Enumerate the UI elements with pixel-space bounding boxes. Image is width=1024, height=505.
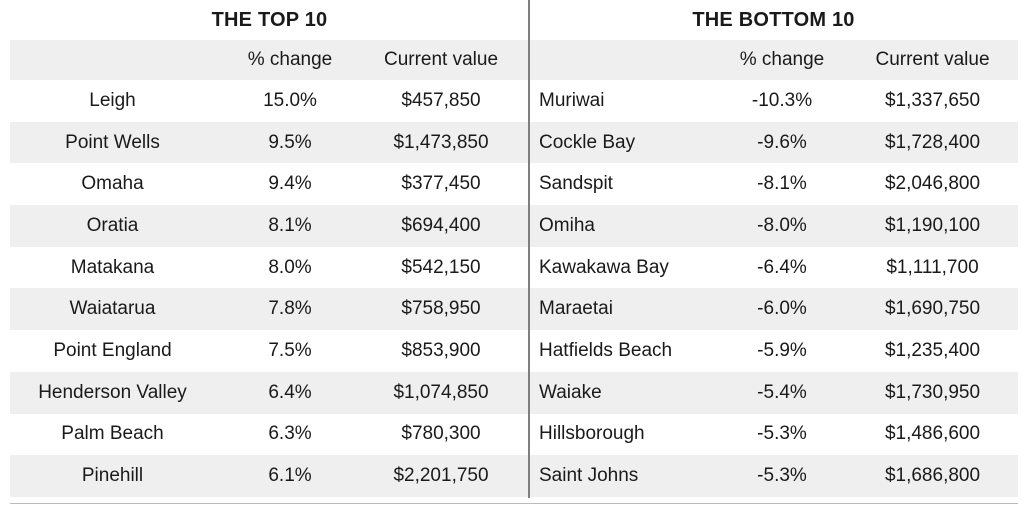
bottom-10-rows: Muriwai -10.3% $1,337,650 Cockle Bay -9.6% $1… — [529, 80, 1018, 497]
current-value-cell: $1,235,400 — [884, 339, 981, 361]
table-row: Maraetai -6.0% $1,690,750 — [529, 288, 1018, 331]
table-row: Muriwai -10.3% $1,337,650 — [529, 80, 1018, 122]
current-value-cell: $780,300 — [401, 423, 481, 445]
current-value-cell: $1,074,850 — [393, 381, 489, 403]
bottom-10-header-row: % change Current value — [529, 40, 1018, 80]
suburb-name-cell: Hatfields Beach — [539, 339, 673, 361]
current-value-cell: $1,486,600 — [884, 423, 981, 445]
column-header-current-value: Current value — [383, 49, 499, 70]
suburb-name-cell: Oratia — [86, 214, 139, 236]
table-row: Saint Johns -5.3% $1,686,800 — [529, 455, 1018, 497]
suburb-name-cell: Henderson Valley — [38, 381, 187, 403]
suburb-name-cell: Palm Beach — [61, 423, 164, 445]
percent-change-cell: -6.4% — [757, 256, 807, 278]
current-value-cell: $1,111,700 — [886, 256, 979, 278]
suburb-name-cell: Omiha — [539, 214, 595, 236]
percent-change-cell: -6.0% — [757, 298, 807, 320]
suburb-name-cell: Muriwai — [539, 89, 605, 111]
percent-change-cell: 8.1% — [268, 214, 312, 236]
table-row: Sandspit -8.1% $2,046,800 — [529, 163, 1018, 205]
percent-change-cell: -5.3% — [757, 465, 807, 487]
current-value-cell: $457,850 — [401, 89, 481, 111]
suburb-name-cell: Pinehill — [81, 465, 144, 487]
table-row: Waiatarua 7.8% $758,950 — [10, 288, 529, 331]
percent-change-cell: 6.1% — [268, 465, 312, 487]
suburb-name-cell: Maraetai — [539, 298, 613, 320]
bottom-10-title: THE BOTTOM 10 — [692, 8, 855, 31]
percent-change-cell: 15.0% — [263, 89, 317, 111]
percent-change-cell: 7.8% — [268, 298, 312, 320]
percent-change-cell: 9.4% — [268, 173, 312, 195]
percent-change-cell: 8.0% — [268, 256, 312, 278]
table-row: Omiha -8.0% $1,190,100 — [529, 205, 1018, 247]
table-row: Matakana 8.0% $542,150 — [10, 247, 529, 289]
table-row: Kawakawa Bay -6.4% $1,111,700 — [529, 247, 1018, 289]
bottom-10-table: THE BOTTOM 10 % change Current value Mur… — [529, 0, 1018, 497]
table-row: Palm Beach 6.3% $780,300 — [10, 414, 529, 456]
table-row: Waiake -5.4% $1,730,950 — [529, 371, 1018, 414]
column-header-percent-change: % change — [739, 49, 825, 70]
suburb-name-cell: Waiake — [539, 381, 602, 403]
current-value-cell: $1,190,100 — [884, 214, 981, 236]
table-row: Omaha 9.4% $377,450 — [10, 163, 529, 205]
percent-change-cell: -10.3% — [751, 89, 813, 111]
suburb-name-cell: Matakana — [70, 256, 155, 278]
suburb-name-cell: Hillsborough — [539, 423, 645, 445]
table-row: Cockle Bay -9.6% $1,728,400 — [529, 121, 1018, 164]
current-value-cell: $542,150 — [401, 256, 481, 278]
table-row: Leigh 15.0% $457,850 — [10, 80, 529, 122]
percent-change-cell: -5.3% — [757, 423, 807, 445]
suburb-name-cell: Omaha — [81, 173, 144, 195]
suburb-name-cell: Waiatarua — [69, 298, 156, 320]
table-row: Point England 7.5% $853,900 — [10, 330, 529, 372]
percent-change-cell: 6.3% — [268, 423, 312, 445]
current-value-cell: $1,690,750 — [884, 298, 981, 320]
column-header-percent-change: % change — [247, 49, 333, 70]
current-value-cell: $1,337,650 — [884, 89, 981, 111]
current-value-cell: $853,900 — [401, 339, 481, 361]
current-value-cell: $2,201,750 — [393, 465, 489, 487]
top-10-title: THE TOP 10 — [211, 8, 328, 31]
current-value-cell: $377,450 — [401, 173, 481, 195]
percent-change-cell: 7.5% — [268, 339, 312, 361]
current-value-cell: $1,686,800 — [884, 465, 981, 487]
table-row: Henderson Valley 6.4% $1,074,850 — [10, 371, 529, 414]
percent-change-cell: -5.4% — [757, 381, 807, 403]
current-value-cell: $2,046,800 — [884, 173, 981, 195]
current-value-cell: $1,728,400 — [884, 131, 981, 153]
percent-change-cell: 9.5% — [268, 131, 312, 153]
percent-change-cell: -8.1% — [757, 173, 807, 195]
table-divider-line — [528, 0, 530, 498]
suburb-name-cell: Kawakawa Bay — [539, 256, 669, 278]
percent-change-cell: -5.9% — [757, 339, 807, 361]
suburb-name-cell: Sandspit — [539, 173, 613, 195]
suburb-name-cell: Cockle Bay — [539, 131, 636, 153]
percent-change-cell: -8.0% — [757, 214, 807, 236]
percent-change-cell: -9.6% — [757, 131, 807, 153]
current-value-cell: $758,950 — [401, 298, 481, 320]
table-row: Pinehill 6.1% $2,201,750 — [10, 455, 529, 497]
current-value-cell: $1,730,950 — [884, 381, 981, 403]
table-row: Oratia 8.1% $694,400 — [10, 205, 529, 247]
suburb-name-cell: Point England — [53, 339, 172, 361]
suburb-name-cell: Saint Johns — [539, 465, 639, 487]
table-row: Point Wells 9.5% $1,473,850 — [10, 121, 529, 164]
top-10-rows: Leigh 15.0% $457,850 Point Wells 9.5% $1,473,… — [10, 80, 529, 497]
current-value-cell: $694,400 — [401, 214, 481, 236]
percent-change-cell: 6.4% — [268, 381, 312, 403]
bottom-border-line — [10, 503, 1018, 504]
top-10-table: THE TOP 10 % change Current value Leigh 1… — [10, 0, 529, 497]
top-10-header-row: % change Current value — [10, 40, 529, 80]
current-value-cell: $1,473,850 — [393, 131, 489, 153]
table-row: Hillsborough -5.3% $1,486,600 — [529, 414, 1018, 456]
column-header-current-value: Current value — [875, 49, 990, 70]
table-row: Hatfields Beach -5.9% $1,235,400 — [529, 330, 1018, 372]
suburb-name-cell: Point Wells — [65, 131, 160, 153]
suburb-name-cell: Leigh — [89, 89, 136, 111]
